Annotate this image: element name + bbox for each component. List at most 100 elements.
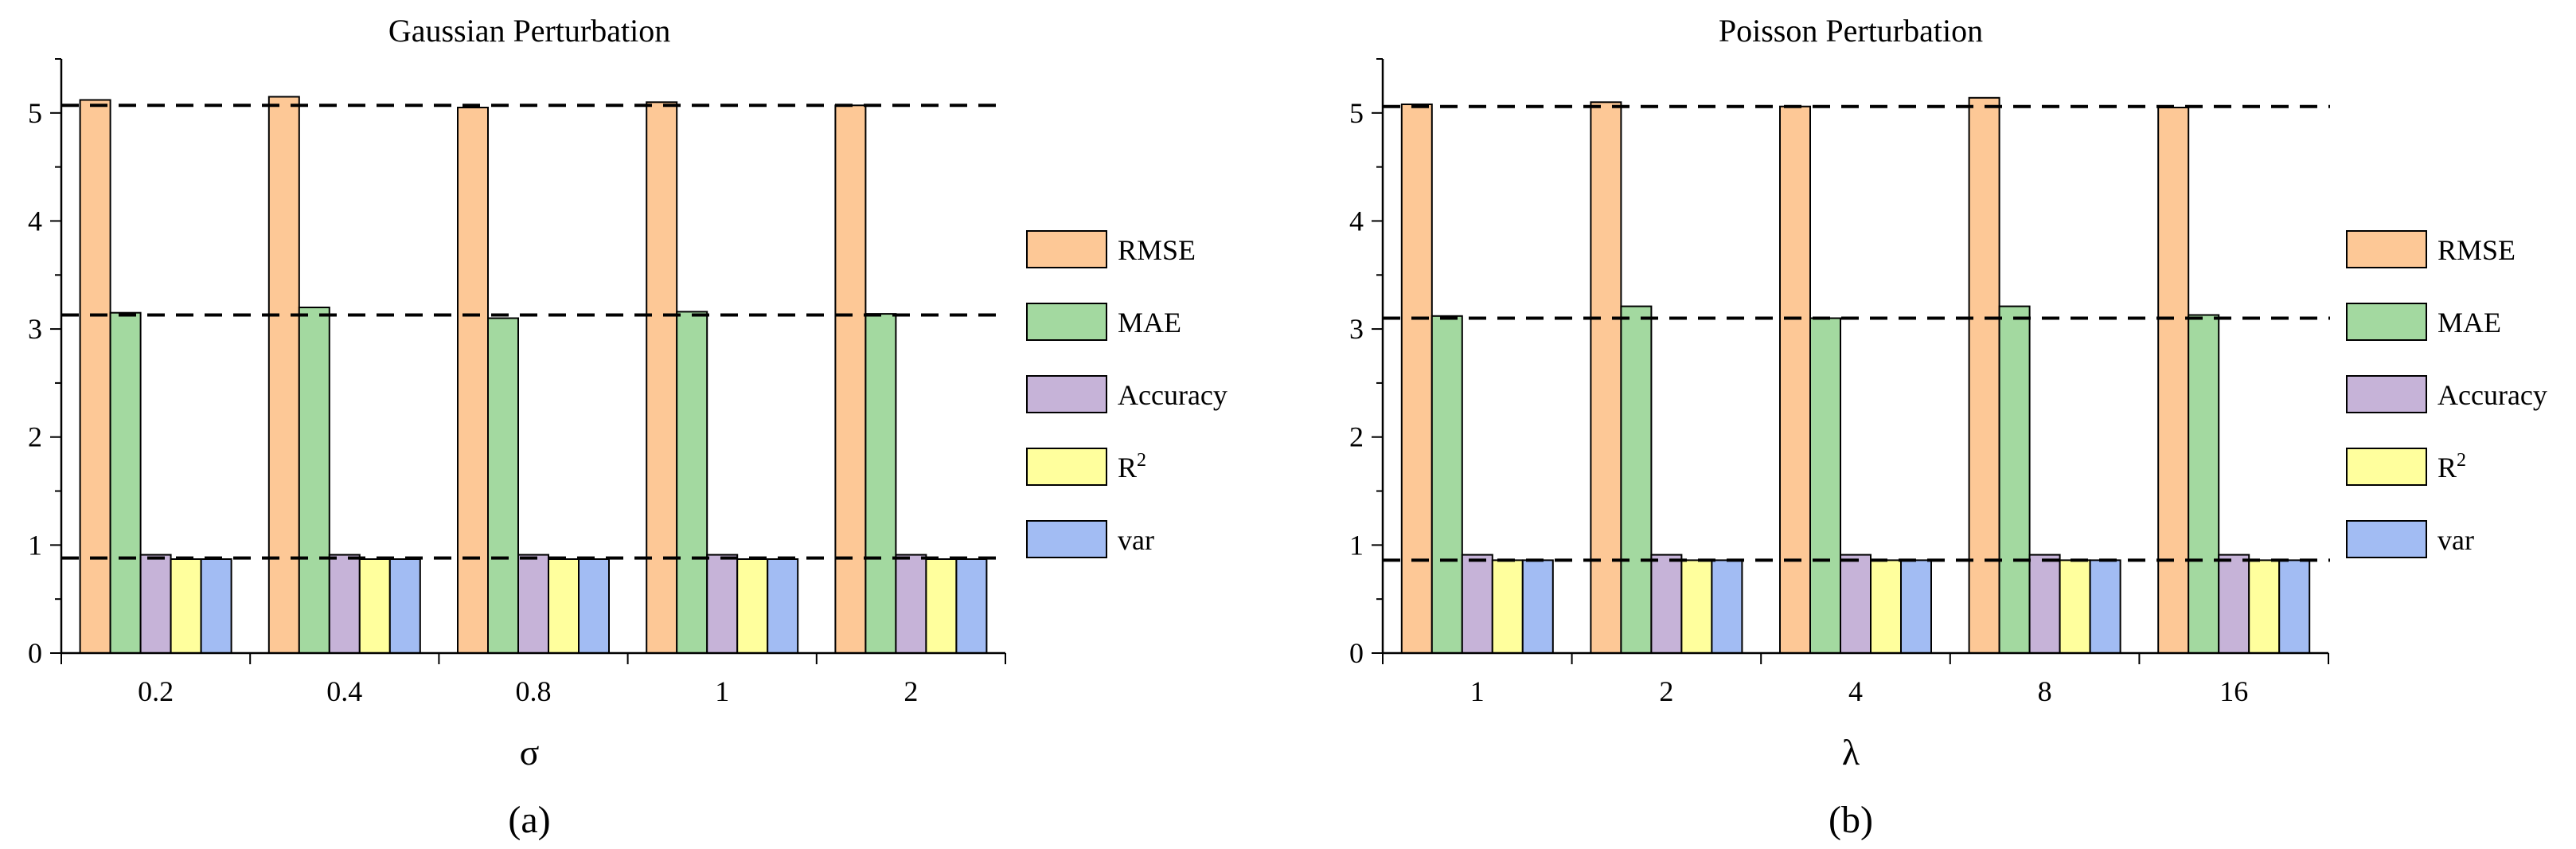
bar-mae-b-2 [1809,317,1841,654]
legend-swatch-rmse-b [2346,230,2427,268]
legend-label-accuracy-a: Accuracy [1118,379,1228,411]
bar-rmse-a-1 [267,96,300,654]
legend-label-rmse-a: RMSE [1118,234,1196,266]
legend-swatch-mae-a [1026,303,1107,341]
chart-panel-a: 0 1 2 3 4 5 0.2 0.4 0.8 1 2 RMSE MAE Accuracy R2 var [28,58,1228,707]
bar-accuracy-b-2 [1840,554,1872,654]
x-tick-label-b-0: 1 [1470,675,1485,707]
y-tick-label-b-5: 5 [1349,97,1364,129]
panel-a: Gaussian Perturbation σ (a) [388,13,670,841]
bar-mae-a-2 [487,317,519,654]
panel-label-b: (b) [1829,799,1873,841]
y-tick-label-a-2: 2 [28,421,42,453]
chart-title-b: Poisson Perturbation [1719,13,1983,49]
bar-var-b-4 [2278,559,2311,655]
bar-var-b-1 [1711,559,1743,655]
bar-mae-a-0 [109,311,142,654]
bar-var-b-2 [1900,559,1932,655]
bar-mae-b-0 [1430,315,1463,654]
legend-swatch-accuracy-b [2346,375,2427,413]
x-tick-label-a-1: 0.4 [326,675,362,707]
bar-accuracy-a-3 [706,554,739,654]
bar-accuracy-a-4 [895,554,927,654]
bar-r2-a-1 [358,558,391,654]
legend-b: RMSE MAE Accuracy R2 var [2346,230,2547,558]
bar-var-b-0 [1521,559,1554,655]
legend-label-accuracy-b: Accuracy [2437,379,2547,411]
bar-rmse-a-4 [834,104,867,655]
bar-accuracy-a-2 [517,554,549,654]
bar-accuracy-b-0 [1461,554,1493,654]
legend-label-r2-a: R2 [1118,450,1146,483]
legend-a: RMSE MAE Accuracy R2 var [1026,230,1228,558]
legend-swatch-rmse-a [1026,230,1107,268]
bar-var-a-2 [578,558,610,654]
bar-accuracy-a-1 [328,554,361,654]
x-tick-label-b-2: 4 [1848,675,1863,707]
bar-rmse-b-2 [1779,105,1811,654]
x-tick-label-b-4: 16 [2219,675,2248,707]
bar-r2-b-4 [2248,559,2281,655]
chart-title-a: Gaussian Perturbation [388,13,670,49]
bar-rmse-b-3 [1968,96,2000,655]
bar-var-a-4 [955,558,988,654]
bar-accuracy-b-1 [1650,554,1683,654]
x-tick-label-a-2: 0.8 [516,675,552,707]
y-tick-label-a-3: 3 [28,313,42,345]
bar-var-a-3 [767,558,799,654]
legend-swatch-r2-a [1026,448,1107,486]
x-axis-label-a: σ [520,732,540,773]
y-tick-label-b-0: 0 [1349,637,1364,669]
bar-rmse-a-2 [457,107,489,654]
bar-mae-b-3 [1998,305,2031,654]
bar-mae-a-1 [298,307,330,654]
bar-rmse-a-3 [646,101,678,655]
legend-label-var-b: var [2437,524,2474,556]
y-tick-label-a-4: 4 [28,205,42,237]
bar-var-a-0 [200,558,232,654]
bar-mae-a-4 [865,313,897,654]
bar-r2-b-0 [1491,559,1524,655]
bar-r2-b-2 [1870,559,1902,655]
y-tick-label-a-5: 5 [28,97,42,129]
bar-r2-a-0 [170,558,202,654]
bar-rmse-b-0 [1400,104,1433,654]
bar-mae-a-3 [676,311,708,654]
x-axis-label-b: λ [1842,732,1860,773]
x-tick-label-b-1: 2 [1659,675,1673,707]
legend-swatch-var-b [2346,520,2427,558]
legend-label-r2-b: R2 [2437,450,2466,483]
y-tick-label-a-0: 0 [28,637,42,669]
bar-mae-b-1 [1620,305,1653,654]
legend-swatch-accuracy-a [1026,375,1107,413]
bar-r2-b-1 [1680,559,1713,655]
panel-b: Poisson Perturbation λ (b) [1719,13,1983,841]
y-tick-label-a-1: 1 [28,529,42,561]
bar-var-a-1 [388,558,421,654]
bar-r2-a-3 [736,558,769,654]
bar-r2-b-3 [2059,559,2091,655]
bar-r2-a-2 [548,558,580,654]
bar-accuracy-b-4 [2218,554,2250,654]
legend-label-rmse-b: RMSE [2437,234,2516,266]
legend-swatch-var-a [1026,520,1107,558]
x-tick-label-b-3: 8 [2038,675,2052,707]
y-tick-label-b-4: 4 [1349,205,1364,237]
y-tick-label-b-3: 3 [1349,313,1364,345]
legend-label-mae-a: MAE [1118,307,1181,338]
legend-swatch-mae-b [2346,303,2427,341]
bar-accuracy-b-3 [2028,554,2061,654]
bar-rmse-b-4 [2157,107,2190,654]
bar-mae-b-4 [2188,314,2220,654]
bar-rmse-b-1 [1590,101,1622,655]
bar-rmse-a-0 [79,99,111,654]
bar-accuracy-a-0 [139,554,172,654]
panel-label-a: (a) [508,799,550,841]
chart-panel-b: 0 1 2 3 4 5 1 2 4 8 16 RMSE MAE Accuracy R2 var [1349,58,2547,707]
legend-swatch-r2-b [2346,448,2427,486]
chart-marks: 0 1 2 3 4 5 0.2 0.4 0.8 1 2 RMSE MAE Accuracy R2 var 0 1 2… [28,58,2547,707]
y-tick-label-b-1: 1 [1349,529,1364,561]
x-tick-label-a-4: 2 [904,675,918,707]
y-tick-label-b-2: 2 [1349,421,1364,453]
